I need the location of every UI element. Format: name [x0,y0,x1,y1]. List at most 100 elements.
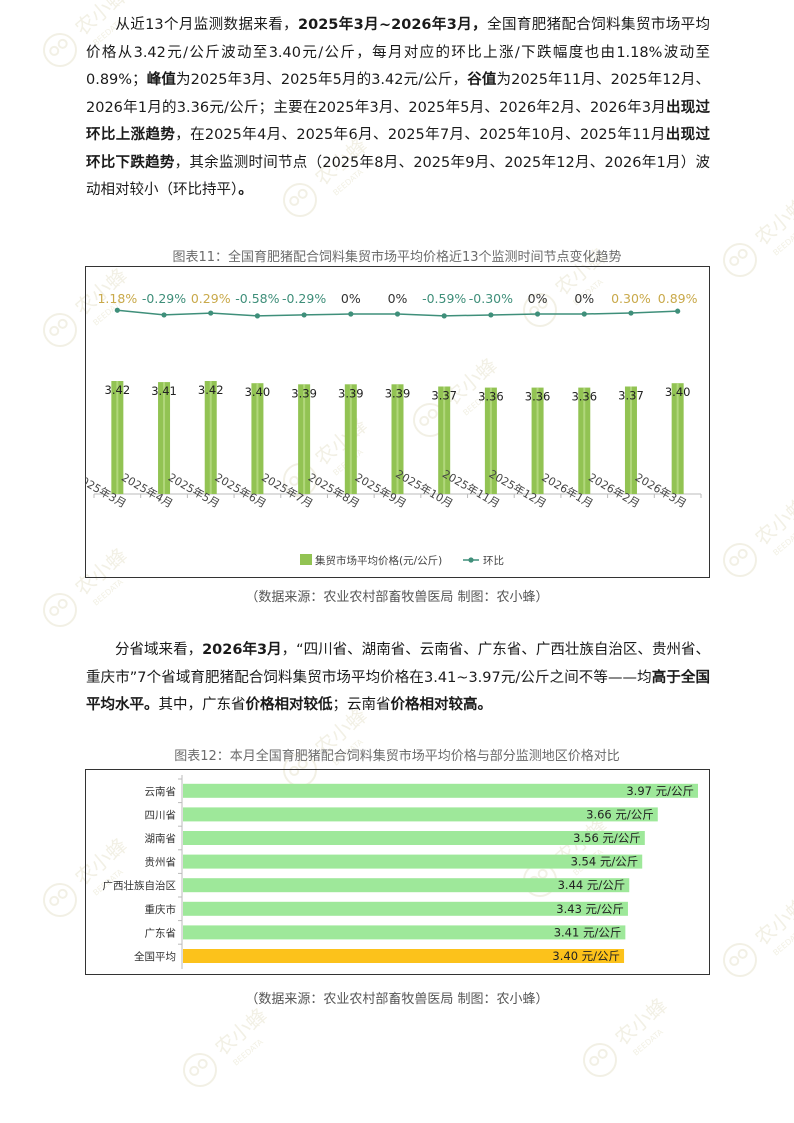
mom-label: -0.30% [469,291,513,306]
bar-value-label: 3.54 元/公斤 [571,855,639,869]
watermark-bee-ring [43,313,77,347]
legend-line-label: 环比 [483,554,504,567]
bold-text: 出现过环比下跌趋势 [86,127,711,171]
watermark-bee-eye [49,325,60,336]
y-tick-label: 湖南省 [145,832,177,845]
text: ，“四川省、湖南省、云南省、广东省、广西壮族自治区、贵州省、重庆市”7个省域育肥… [86,642,710,686]
bar-value-label: 3.39 [385,386,411,400]
mom-point [254,313,261,319]
mom-point [161,312,167,318]
bar-value-label: 3.40 元/公斤 [552,949,620,963]
trend-chart: 3.42 3.41 3.42 3.40 3.39 3.39 3.39 3.37 3.36 3.36… [85,291,702,567]
text: 全国育肥猪配合饲料集贸市场平均价格从3.42元/公斤波动至3.40元/公斤，每月… [86,17,711,88]
bar-value-label: 3.44 元/公斤 [558,878,626,892]
bar-highlight [116,381,119,494]
mom-label: -0.58% [235,291,279,306]
watermark-subtext: BEEDATA [631,1027,665,1058]
bar-highlight [676,383,679,494]
mom-label: -0.29% [142,291,186,306]
mom-label: 0% [528,291,548,306]
bar-value-label: 3.66 元/公斤 [586,807,654,821]
bar-highlight [583,387,586,494]
watermark-bee-ring [723,943,757,977]
mom-label: 0.30% [611,291,651,306]
watermark-bee-eye [189,1065,200,1076]
province-bar [183,831,645,845]
province-bar [183,807,658,822]
bar-highlight [256,383,259,494]
y-tick-label: 云南省 [145,785,177,798]
bold-text: 高于全国平均水平。 [86,669,710,714]
mom-label: 0% [388,291,408,306]
bold-text: 峰值 [146,72,176,88]
province-bar [183,783,698,798]
bar-value-label: 3.40 [665,385,691,399]
text: 从近13个月监测数据来看， [115,17,299,33]
chart-caption-12: 图表12：本月全国育肥猪配合饲料集贸市场平均价格与部分监测地区价格对比 [174,749,620,764]
mom-label: 0% [574,291,594,306]
bar-highlight [489,387,492,494]
chart-frame-12 [85,769,710,975]
text: 其中，广东省 [158,697,246,713]
watermark-text: 农小蜂 [210,1003,271,1060]
watermark-bee-ring [723,543,757,577]
watermark-bee-ring [183,1053,217,1087]
watermark-subtext: BEEDATA [771,927,794,958]
bar-value-label: 3.37 [618,389,644,403]
paragraph-province: 分省域来看，2026年3月，“四川省、湖南省、云南省、广东省、广西壮族自治区、贵… [86,637,710,720]
mom-label: 0.89% [658,291,698,306]
mom-point [114,307,120,313]
bar-value-label: 3.37 [431,389,457,403]
mom-point [675,308,681,314]
watermark-bee-eye [57,888,68,899]
mom-point [394,311,401,317]
province-bar [183,925,626,940]
bar-highlight [443,386,446,494]
y-tick-label: 贵州省 [145,856,177,869]
y-tick-label: 全国平均 [134,950,176,963]
province-bar [183,878,630,893]
bar-value-label: 3.36 [478,390,504,404]
chart-caption-11: 图表11：全国育肥猪配合饲料集贸市场平均价格近13个监测时间节点变化趋势 [172,250,622,265]
bold-text: 2025年3月~2026年3月， [298,17,488,33]
bar-value-label: 3.42 [198,383,224,397]
chart-frame-11 [85,266,710,578]
watermark-bee-eye [737,548,748,559]
watermark-bee-ring [583,1043,617,1077]
mom-label: 1.18% [97,291,137,306]
text: ，在2025年4月、2025年6月、2025年7月、2025年10月、2025年… [175,127,666,143]
bar-highlight [629,386,632,494]
mom-point [208,310,214,316]
watermark-bee-eye [197,1058,208,1069]
watermark-text: 农小蜂 [750,493,794,550]
province-bar [183,854,643,869]
watermark-bee-eye [729,955,740,966]
bar-value-label: 3.36 [571,390,597,404]
mom-point [628,310,634,316]
legend-line-marker [468,557,474,563]
legend-bar-swatch [300,554,312,565]
province-bar [183,901,628,916]
bar-highlight [349,384,352,494]
source-note-2: （数据来源：农业农村部畜牧兽医局 制图：农小蜂） [245,992,549,1007]
watermark-bee-eye [57,38,68,49]
legend-bar-label: 集贸市场平均价格(元/公斤) [315,554,442,567]
y-tick-label: 四川省 [145,808,177,821]
bar-highlight [209,381,212,494]
watermark-bee-eye [57,318,68,329]
source-note-1: （数据来源：农业农村部畜牧兽医局 制图：农小蜂） [245,590,549,605]
watermark-bee-eye [589,1055,600,1066]
mom-label: 0% [341,291,361,306]
text: ；云南省 [332,697,391,713]
watermark-bee-eye [729,555,740,566]
bar-highlight [163,382,166,494]
mom-point [488,312,494,318]
y-tick-label: 广西壮族自治区 [103,879,177,892]
bold-text: 谷值 [467,72,497,88]
bar-value-label: 3.43 元/公斤 [556,902,624,916]
bar-highlight [396,384,399,494]
bar-value-label: 3.56 元/公斤 [573,831,641,845]
watermark-subtext: BEEDATA [231,1037,265,1068]
